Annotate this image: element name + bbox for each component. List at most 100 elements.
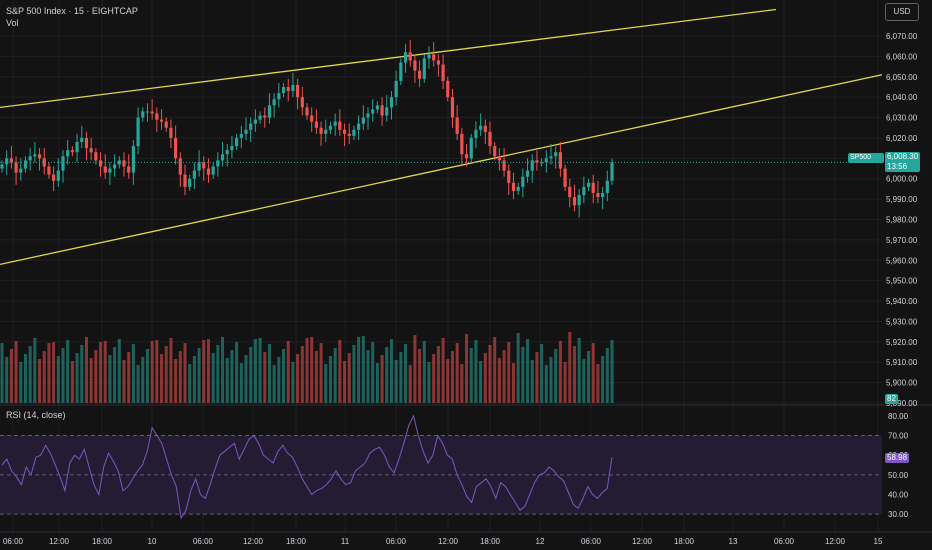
volume-bar	[404, 344, 408, 403]
candle-body	[174, 137, 178, 159]
volume-bar	[221, 337, 225, 403]
candle-body	[249, 123, 253, 130]
volume-bar	[389, 339, 393, 403]
volume-bars	[0, 332, 614, 403]
volume-bar	[9, 349, 13, 403]
volume-bar	[178, 351, 182, 403]
candle-body	[319, 127, 323, 134]
candle-body	[540, 162, 544, 164]
candle-body	[338, 121, 342, 130]
time-tick-label: 06:00	[3, 537, 24, 546]
volume-bar	[155, 340, 159, 403]
volume-bar	[188, 364, 192, 403]
candle-body	[455, 117, 459, 134]
time-tick-label: 12:00	[632, 537, 653, 546]
volume-bar	[103, 341, 107, 403]
candle-body	[281, 86, 286, 94]
volume-bar	[526, 339, 530, 403]
rsi-tick-label: 30.00	[888, 510, 909, 519]
candle-body	[108, 168, 112, 173]
rsi-tick-label: 40.00	[888, 491, 909, 500]
candle-body	[117, 160, 121, 165]
candle-body	[169, 127, 173, 138]
candle-body	[483, 125, 487, 132]
rsi-title[interactable]: RSI (14, close)	[6, 410, 66, 420]
volume-bar	[483, 353, 487, 403]
price-tick-label: 6,030.00	[886, 114, 918, 123]
volume-bar	[84, 337, 88, 403]
volume-bar	[610, 340, 614, 403]
volume-bar	[127, 352, 131, 403]
candle-body	[42, 158, 46, 167]
volume-bar	[206, 339, 210, 403]
candle-body	[469, 137, 473, 159]
time-tick-label: 06:00	[774, 537, 795, 546]
volume-bar	[493, 337, 497, 403]
volume-bar	[385, 347, 389, 403]
candle-body	[220, 154, 225, 161]
candle-body	[211, 166, 215, 175]
volume-bar	[511, 363, 515, 403]
volume-bar	[258, 338, 262, 403]
candle-body	[601, 192, 605, 198]
volume-bar	[141, 357, 145, 403]
candle-body	[474, 129, 478, 138]
volume-bar	[249, 347, 253, 403]
candle-body	[460, 133, 464, 155]
volume-bar	[80, 345, 84, 403]
volume-bar	[516, 333, 520, 403]
candle-body	[418, 70, 422, 79]
volume-bar	[211, 353, 215, 403]
price-tick-label: 5,890.00	[886, 399, 918, 408]
candle-body	[192, 170, 196, 179]
candle-body	[328, 125, 333, 130]
rsi-value-badge: 58.98	[885, 453, 910, 463]
candle-body	[488, 131, 492, 147]
candle-body	[178, 158, 182, 175]
currency-button[interactable]: USD	[885, 3, 919, 21]
volume-bar	[19, 362, 23, 403]
volume-bar	[563, 362, 567, 403]
volume-bar	[488, 345, 492, 403]
rsi-line	[1, 414, 613, 520]
volume-bar	[70, 361, 74, 403]
price-tick-label: 5,900.00	[886, 379, 918, 388]
volume-bar	[263, 352, 267, 403]
volume-bar	[394, 360, 398, 403]
candle-body	[314, 121, 318, 128]
candle-body	[263, 115, 267, 118]
time-tick-label: 12:00	[825, 537, 846, 546]
volume-bar	[361, 336, 365, 403]
volume-bar	[333, 348, 337, 403]
volume-bar	[33, 338, 37, 403]
candle-body	[497, 156, 501, 161]
candle-body	[14, 162, 18, 173]
candle-body	[267, 105, 272, 118]
candle-body	[446, 80, 450, 98]
candle-body	[342, 129, 347, 134]
volume-bar	[605, 348, 609, 403]
candle-body	[150, 111, 154, 114]
volume-bar	[150, 341, 154, 403]
volume-bar	[314, 351, 318, 403]
channel-lines[interactable]	[0, 8, 883, 265]
price-tick-label: 6,050.00	[886, 73, 918, 82]
candle-body	[131, 146, 135, 173]
volume-bar	[577, 338, 581, 403]
volume-bar	[436, 346, 440, 403]
candle-body	[183, 174, 187, 187]
volume-bar	[291, 362, 295, 403]
volume-bar	[343, 361, 347, 403]
candle-body	[516, 186, 520, 191]
time-axis[interactable]: 06:00 12:00 18:00 10 06:00 12:00 18:00 11 06:00 1…	[3, 537, 883, 546]
candle-body	[47, 166, 51, 175]
candle-body	[554, 152, 558, 157]
candle-body	[5, 158, 9, 165]
price-tick-label: 5,990.00	[886, 195, 918, 204]
volume-bar	[596, 364, 600, 403]
symbol-title[interactable]: S&P 500 Index · 15 · EIGHTCAP	[6, 6, 138, 16]
price-axis[interactable]: 6,070.00 6,060.00 6,050.00 6,040.00 6,030.00…	[886, 32, 918, 408]
volume-bar	[347, 353, 351, 403]
